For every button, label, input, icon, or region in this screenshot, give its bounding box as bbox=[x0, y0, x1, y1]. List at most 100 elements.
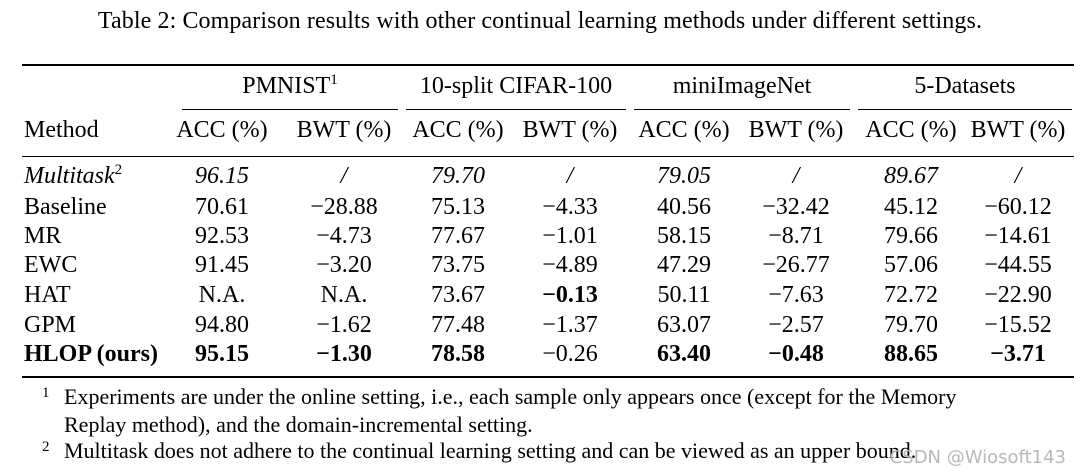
table-cell: N.A. bbox=[320, 282, 368, 308]
metric-header: ACC (%) bbox=[412, 117, 504, 143]
table-cell: −4.33 bbox=[542, 194, 598, 220]
footnote-mark: 1 bbox=[42, 385, 50, 401]
table-cell: 50.11 bbox=[657, 282, 711, 308]
table-cell: 79.70 bbox=[431, 163, 485, 189]
table-cell: 73.67 bbox=[431, 282, 485, 308]
metric-header: ACC (%) bbox=[865, 117, 957, 143]
method-name: GPM bbox=[24, 311, 76, 339]
method-name: Baseline bbox=[24, 193, 107, 221]
table-cell: 78.58 bbox=[431, 341, 485, 367]
table-cell: / bbox=[1014, 163, 1022, 189]
table-cell: 89.67 bbox=[884, 163, 938, 189]
table-cell: −2.57 bbox=[768, 312, 824, 338]
table-cell: −44.55 bbox=[984, 252, 1052, 278]
metric-header: BWT (%) bbox=[970, 117, 1066, 143]
metric-header: ACC (%) bbox=[638, 117, 730, 143]
table-cell: / bbox=[340, 163, 348, 189]
table-cell: / bbox=[792, 163, 800, 189]
table-cell: −1.01 bbox=[542, 223, 598, 249]
method-label: HAT bbox=[24, 282, 71, 308]
group-header: 5-Datasets bbox=[856, 72, 1074, 100]
group-header: miniImageNet bbox=[632, 72, 852, 100]
table-cell: 92.53 bbox=[195, 223, 249, 249]
method-label: MR bbox=[24, 223, 62, 249]
table-cell: 79.05 bbox=[657, 163, 711, 189]
table-cell: −1.30 bbox=[316, 341, 372, 367]
method-label: GPM bbox=[24, 312, 77, 338]
table-cell: 77.67 bbox=[431, 223, 485, 249]
footnote-text: Replay method), and the domain-increment… bbox=[64, 412, 533, 437]
table-cell: −22.90 bbox=[984, 282, 1052, 308]
table-cell: 96.15 bbox=[195, 163, 249, 189]
table-cell: 40.56 bbox=[657, 194, 711, 220]
method-label: Baseline bbox=[24, 194, 107, 220]
group-header: 10-split CIFAR-100 bbox=[404, 72, 628, 100]
footnote-mark: 1 bbox=[330, 72, 338, 88]
table-cell: 88.65 bbox=[884, 341, 938, 367]
table-cell: 77.48 bbox=[431, 312, 485, 338]
table-cell: 58.15 bbox=[657, 223, 711, 249]
group-header-label: 5-Datasets bbox=[914, 73, 1016, 99]
method-label: Multitask bbox=[24, 163, 115, 189]
table-cell: −4.89 bbox=[542, 252, 598, 278]
table-cell: −15.52 bbox=[984, 312, 1052, 338]
metric-header: ACC (%) bbox=[176, 117, 268, 143]
group-cmidrule bbox=[858, 109, 1072, 110]
table-cell: 63.40 bbox=[657, 341, 711, 367]
table-cell: 94.80 bbox=[195, 312, 249, 338]
table-top-rule bbox=[22, 64, 1074, 66]
table-cell: −0.26 bbox=[542, 341, 598, 367]
table-cell: 47.29 bbox=[657, 252, 711, 278]
metric-header: BWT (%) bbox=[296, 117, 392, 143]
table-caption: Table 2: Comparison results with other c… bbox=[97, 8, 983, 34]
table-cell: −3.71 bbox=[990, 341, 1046, 367]
group-cmidrule bbox=[634, 109, 850, 110]
table-cell: 91.45 bbox=[195, 252, 249, 278]
table-cell: −3.20 bbox=[316, 252, 372, 278]
table-cell: −1.62 bbox=[316, 312, 372, 338]
table-cell: −14.61 bbox=[984, 223, 1052, 249]
group-cmidrule bbox=[406, 109, 626, 110]
method-header: Method bbox=[24, 117, 99, 143]
table-cell: −0.48 bbox=[768, 341, 824, 367]
table-cell: −0.13 bbox=[542, 282, 598, 308]
table-cell: −26.77 bbox=[762, 252, 830, 278]
method-name: HAT bbox=[24, 281, 71, 309]
table-cell: N.A. bbox=[198, 282, 246, 308]
table-cell: 95.15 bbox=[195, 341, 249, 367]
watermark: CSDN @Wiosoft143 bbox=[889, 447, 1066, 468]
method-label: EWC bbox=[24, 252, 78, 278]
table-bottom-rule bbox=[22, 376, 1074, 378]
table-cell: −60.12 bbox=[984, 194, 1052, 220]
method-label: HLOP (ours) bbox=[24, 341, 159, 367]
table-cell: 63.07 bbox=[657, 312, 711, 338]
footnote-text: Experiments are under the online setting… bbox=[64, 384, 957, 409]
table-cell: 57.06 bbox=[884, 252, 938, 278]
method-name: MR bbox=[24, 222, 61, 250]
metric-header: BWT (%) bbox=[522, 117, 618, 143]
group-header: PMNIST1 bbox=[180, 72, 400, 100]
table-header-rule bbox=[22, 156, 1074, 157]
table-cell: −28.88 bbox=[310, 194, 378, 220]
table-cell: 73.75 bbox=[431, 252, 485, 278]
table-cell: −32.42 bbox=[762, 194, 830, 220]
footnote-mark: 2 bbox=[42, 439, 50, 455]
group-header-label: 10-split CIFAR-100 bbox=[419, 73, 613, 99]
method-name: HLOP (ours) bbox=[24, 340, 158, 368]
table-cell: 75.13 bbox=[431, 194, 485, 220]
group-header-label: miniImageNet bbox=[672, 73, 812, 99]
method-name: Multitask2 bbox=[24, 162, 122, 190]
table-cell: −7.63 bbox=[768, 282, 824, 308]
table-cell: 70.61 bbox=[195, 194, 249, 220]
table-cell: −1.37 bbox=[542, 312, 598, 338]
footnote-mark: 2 bbox=[114, 162, 123, 178]
table-cell: / bbox=[566, 163, 574, 189]
table-cell: 45.12 bbox=[884, 194, 938, 220]
method-name: EWC bbox=[24, 251, 77, 279]
group-cmidrule bbox=[182, 109, 398, 110]
table-cell: 79.70 bbox=[884, 312, 938, 338]
metric-header: BWT (%) bbox=[748, 117, 844, 143]
table-cell: −4.73 bbox=[316, 223, 372, 249]
footnote-text: Multitask does not adhere to the continu… bbox=[64, 438, 917, 463]
table-cell: 79.66 bbox=[884, 223, 938, 249]
